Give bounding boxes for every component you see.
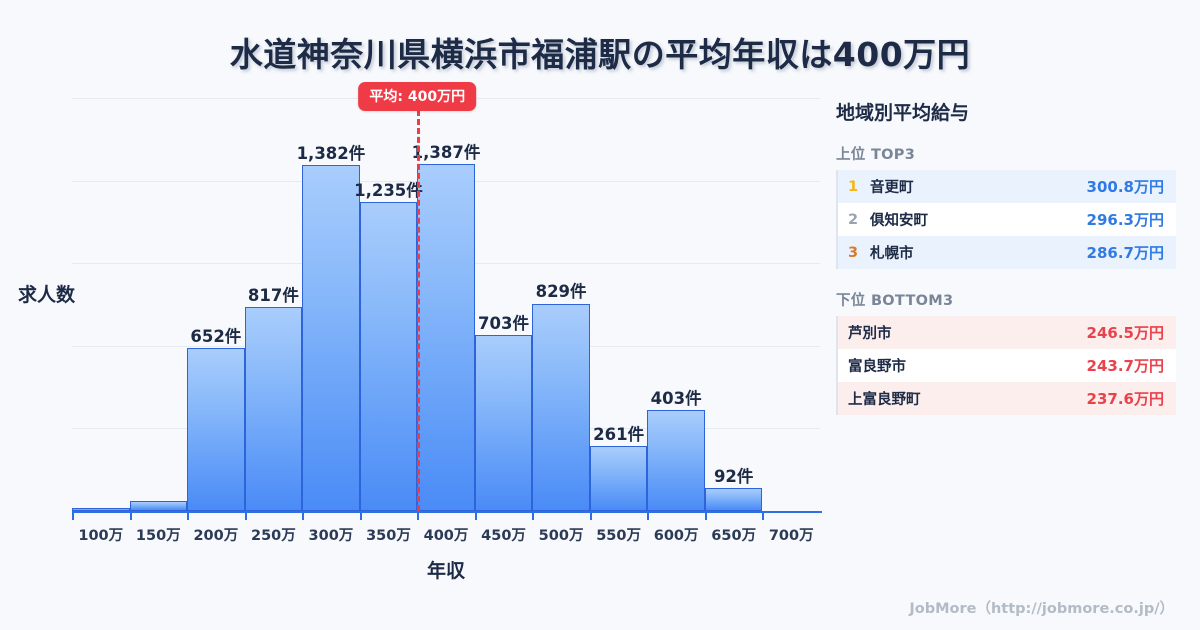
bar-value-label: 261件 [593, 424, 645, 444]
rank-region-name: 俱知安町 [870, 213, 928, 229]
rank-row[interactable]: 3 札幌市 286.7万円 [838, 236, 1176, 269]
rank-region-name: 札幌市 [870, 246, 914, 262]
top3-heading: 上位 TOP3 [836, 147, 916, 163]
bar-value-label: 92件 [713, 466, 754, 486]
x-axis-tick-label: 200万 [193, 528, 239, 544]
bars-layer [72, 98, 820, 511]
x-axis-tick-label: 700万 [768, 528, 814, 544]
bar [244, 306, 303, 511]
bar-value-label: 829件 [535, 282, 587, 302]
x-axis-title: 年収 [426, 560, 465, 582]
x-axis-tick [704, 511, 707, 520]
bar [417, 163, 475, 511]
rank-region-name: 上富良野町 [848, 392, 921, 408]
bar [532, 303, 590, 511]
bar [129, 501, 188, 511]
footer-credit: JobMore（http://jobmore.co.jp/） [909, 601, 1174, 617]
rank-number: 1 [848, 178, 859, 195]
bar-value-label: 1,382件 [296, 144, 366, 164]
x-axis-tick [359, 511, 362, 520]
x-axis-tick-label: 300万 [308, 528, 354, 544]
rank-salary-value: 296.3万円 [1086, 211, 1164, 229]
x-axis-tick [417, 511, 420, 520]
x-axis-tick [187, 511, 190, 520]
regional-salary-panel: 地域別平均給与 上位 TOP3 1 音更町 300.8万円 2 俱知安町 296.3万円 3… [836, 98, 1176, 435]
x-axis-tick [474, 511, 477, 520]
bottom3-table: 芦別市 246.5万円富良野市 243.7万円上富良野町 237.6万円 [836, 316, 1176, 415]
x-axis-tick [532, 511, 535, 520]
rank-row[interactable]: 2 俱知安町 296.3万円 [838, 203, 1176, 236]
rank-row[interactable]: 芦別市 246.5万円 [838, 316, 1176, 349]
bottom3-heading: 下位 BOTTOM3 [836, 293, 954, 309]
x-axis-tick-label: 250万 [250, 528, 296, 544]
rank-region-name: 芦別市 [848, 326, 892, 342]
bar-value-label: 1,235件 [354, 180, 423, 200]
x-axis-tick-label: 100万 [78, 528, 124, 544]
rank-salary-value: 300.8万円 [1086, 178, 1164, 196]
x-axis-tick [72, 511, 74, 520]
bar [704, 487, 763, 511]
x-axis-tick-label: 350万 [366, 528, 411, 544]
rank-number: 3 [848, 244, 859, 261]
x-axis-tick-label: 150万 [135, 528, 181, 544]
bar [187, 347, 245, 511]
top3-table: 1 音更町 300.8万円 2 俱知安町 296.3万円 3 札幌市 286.7万円 [836, 170, 1176, 269]
average-line [417, 110, 421, 511]
x-axis-tick-label: 450万 [481, 528, 526, 544]
bar [589, 445, 648, 511]
bar-value-label: 817件 [247, 285, 299, 305]
bar-value-label: 652件 [190, 326, 242, 346]
x-axis-tick [302, 511, 305, 520]
rank-salary-value: 246.5万円 [1086, 324, 1164, 342]
rank-row[interactable]: 富良野市 243.7万円 [838, 349, 1176, 382]
bar-value-label: 1,387件 [411, 142, 481, 162]
x-axis-tick-label: 500万 [538, 528, 584, 544]
x-axis-tick [589, 511, 592, 520]
x-axis-line [72, 511, 822, 513]
x-axis-tick [244, 511, 247, 520]
bar [647, 410, 705, 511]
rank-salary-value: 243.7万円 [1086, 357, 1164, 375]
x-axis-tick-label: 650万 [711, 528, 757, 544]
x-axis-tick [762, 511, 765, 520]
page-title: 水道神奈川県横浜市福浦駅の平均年収は400万円 [229, 35, 971, 74]
rank-salary-value: 237.6万円 [1086, 390, 1164, 408]
rank-region-name: 富良野市 [848, 359, 906, 375]
side-panel-title: 地域別平均給与 [836, 102, 970, 124]
rank-salary-value: 286.7万円 [1086, 244, 1164, 262]
x-axis-tick-label: 550万 [596, 528, 641, 544]
x-axis-tick [129, 511, 132, 520]
rank-region-name: 音更町 [870, 180, 914, 196]
bar [474, 335, 533, 511]
bar [359, 201, 418, 511]
bar [302, 165, 360, 511]
rank-row[interactable]: 1 音更町 300.8万円 [838, 170, 1176, 203]
x-axis-tick-label: 600万 [653, 528, 699, 544]
x-axis-tick-label: 400万 [423, 528, 469, 544]
rank-row[interactable]: 上富良野町 237.6万円 [838, 382, 1176, 415]
y-axis-title: 求人数 [18, 284, 76, 306]
bar [72, 508, 130, 511]
chart-panel: 求人数 年収 100万 150万 652件 200万 817件 250万 1,382件 300… [0, 82, 830, 598]
x-axis-tick [647, 511, 650, 520]
bar-value-label: 703件 [478, 314, 530, 334]
average-badge: 平均: 400万円 [358, 82, 477, 111]
rank-number: 2 [848, 211, 859, 228]
bar-value-label: 403件 [650, 389, 702, 409]
